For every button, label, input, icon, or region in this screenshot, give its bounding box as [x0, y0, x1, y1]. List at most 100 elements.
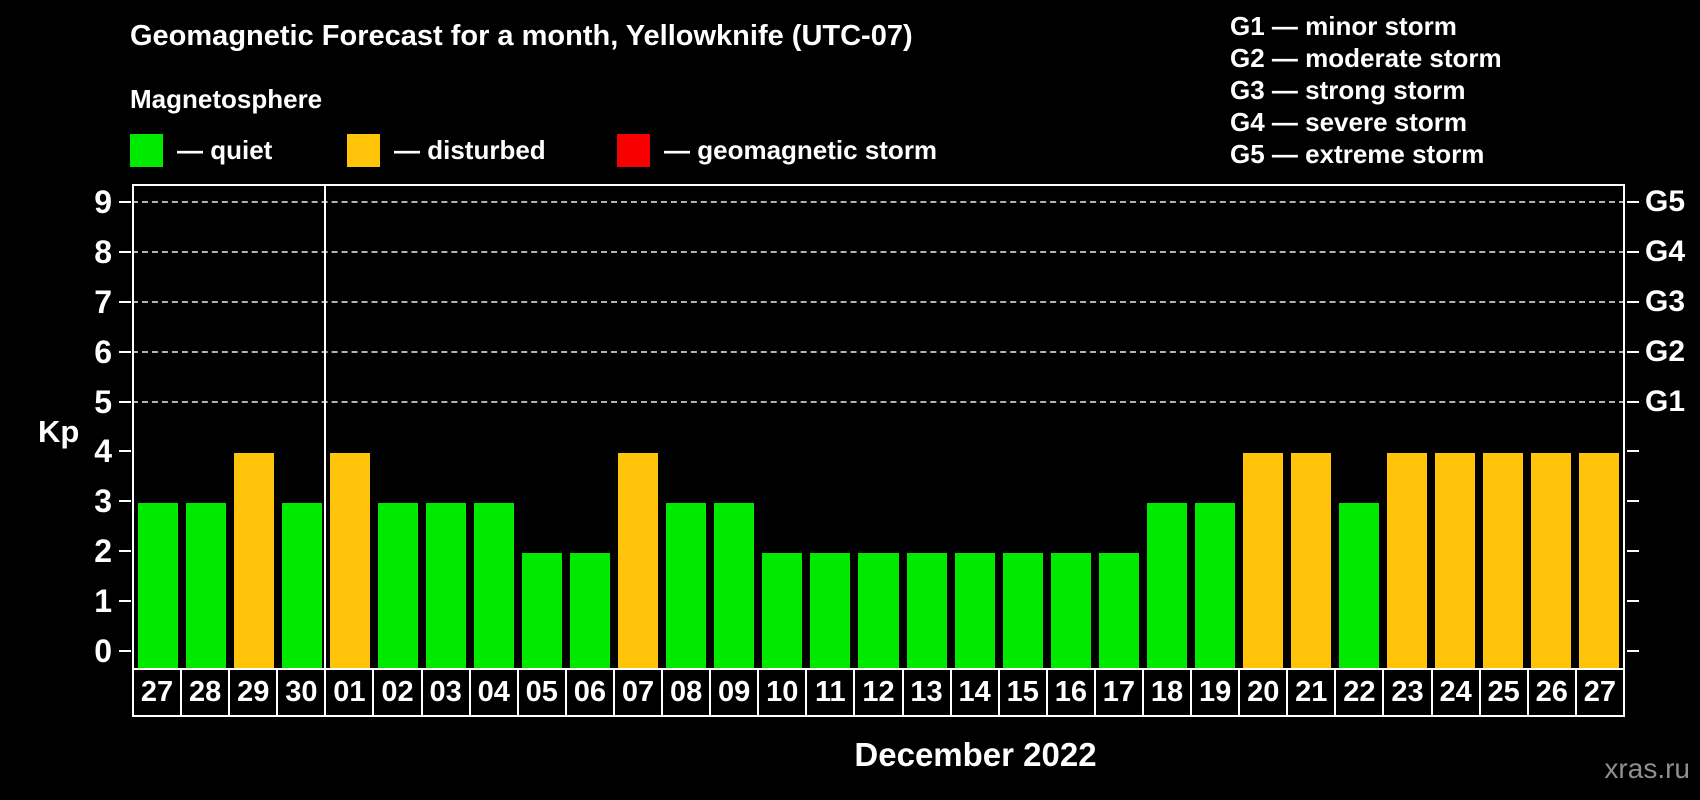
y-tick-label-7: 7: [94, 283, 112, 320]
kp-bar-day-02-value-3: [378, 503, 419, 668]
storm-color-swatch: [617, 134, 650, 167]
gridline-kp6: [132, 350, 1625, 353]
kp-bar-day-17-value-2: [1098, 553, 1139, 668]
bar-slot-26: [1527, 186, 1575, 668]
left-tick-kp4: [119, 450, 131, 453]
kp-bar-day-22-value-3: [1338, 503, 1379, 668]
kp-bar-day-07-value-4: [618, 453, 659, 668]
kp-bar-day-04-value-3: [474, 503, 515, 668]
date-cell-15: 15: [997, 668, 1048, 717]
kp-bar-day-15-value-2: [1002, 553, 1043, 668]
right-axis-label-g1: G1: [1645, 384, 1686, 418]
bar-slot-02: [374, 186, 422, 668]
right-tick-kp7: [1627, 300, 1639, 303]
date-cell-04: 04: [468, 668, 519, 717]
kp-bar-day-26-value-4: [1530, 453, 1571, 668]
kp-bar-day-21-value-4: [1290, 453, 1331, 668]
right-axis-label-g3: G3: [1645, 284, 1686, 318]
y-tick-label-8: 8: [94, 233, 112, 270]
bar-slot-24: [1431, 186, 1479, 668]
y-tick-label-0: 0: [94, 633, 112, 669]
y-tick-label-2: 2: [94, 533, 112, 570]
kp-bar-day-19-value-3: [1194, 503, 1235, 668]
date-cell-25: 25: [1478, 668, 1529, 717]
y-tick-label-9: 9: [94, 183, 112, 220]
date-cell-11: 11: [805, 668, 856, 717]
right-tick-kp9: [1627, 200, 1639, 203]
bar-slot-13: [903, 186, 951, 668]
left-tick-kp1: [119, 600, 131, 603]
bar-slot-19: [1191, 186, 1239, 668]
quiet-color-swatch: [130, 134, 163, 167]
y-tick-label-1: 1: [94, 583, 112, 620]
date-axis: 27 28 29 30 01 02 03 04 05 06 07 08 09 10 11 12 13 14 15 16…: [132, 668, 1625, 717]
g3-legend-line: G3 — strong storm: [1230, 75, 1466, 105]
kp-bar-day-12-value-2: [858, 553, 899, 668]
bar-slot-16: [1047, 186, 1095, 668]
bar-slot-11: [806, 186, 854, 668]
date-cell-10: 10: [757, 668, 808, 717]
kp-bars: [134, 186, 1623, 668]
right-axis-label-g4: G4: [1645, 234, 1686, 268]
date-cell-12: 12: [853, 668, 904, 717]
kp-bar-day-14-value-2: [954, 553, 995, 668]
y-tick-label-5: 5: [94, 383, 112, 420]
bar-slot-10: [758, 186, 806, 668]
y-tick-label-3: 3: [94, 483, 112, 520]
right-tick-kp2: [1627, 550, 1639, 553]
gridline-kp5: [132, 400, 1625, 403]
g5-legend-line: G5 — extreme storm: [1230, 139, 1485, 169]
gridline-kp9: [132, 200, 1625, 203]
y-tick-label-4: 4: [94, 433, 112, 470]
date-cell-03: 03: [420, 668, 471, 717]
kp-bar-day-20-value-4: [1242, 453, 1283, 668]
bar-slot-09: [710, 186, 758, 668]
legend-label-quiet: — quiet: [177, 135, 273, 165]
date-cell-21: 21: [1286, 668, 1337, 717]
g2-legend-line: G2 — moderate storm: [1230, 43, 1502, 73]
kp-bar-day-09-value-3: [714, 503, 755, 668]
bar-slot-18: [1143, 186, 1191, 668]
date-cell-14: 14: [949, 668, 1000, 717]
g1-legend-line: G1 — minor storm: [1230, 11, 1457, 41]
bar-slot-12: [854, 186, 902, 668]
bar-slot-15: [999, 186, 1047, 668]
g4-legend-line: G4 — severe storm: [1230, 107, 1468, 137]
date-cell-07: 07: [612, 668, 664, 717]
x-axis-month-label: December 2022: [854, 736, 1097, 773]
gridline-kp8: [132, 250, 1625, 253]
kp-bar-day-23-value-4: [1386, 453, 1427, 668]
right-axis-label-g2: G2: [1645, 334, 1686, 368]
kp-bar-day-30-value-3: [282, 503, 323, 668]
left-tick-kp9: [119, 200, 131, 203]
bar-slot-01: [326, 186, 374, 668]
plot-area: [132, 184, 1625, 668]
chart-subtitle: Magnetosphere: [130, 84, 323, 114]
kp-bar-day-10-value-2: [762, 553, 803, 668]
bar-slot-03: [422, 186, 470, 668]
kp-bar-day-16-value-2: [1050, 553, 1091, 668]
date-cell-27: 27: [1574, 668, 1625, 717]
kp-bar-day-06-value-2: [570, 553, 611, 668]
left-tick-kp2: [119, 550, 131, 553]
bar-slot-05: [518, 186, 566, 668]
kp-bar-day-27-value-3: [138, 503, 179, 668]
legend-item-storm: — geomagnetic storm: [617, 134, 937, 167]
bar-slot-29: [230, 186, 278, 668]
date-cell-09: 09: [709, 668, 760, 717]
date-cell-27: 27: [132, 668, 183, 717]
date-cell-08: 08: [661, 668, 712, 717]
date-cell-16: 16: [1045, 668, 1096, 717]
right-tick-kp0: [1627, 650, 1639, 652]
legend-label-storm: — geomagnetic storm: [664, 135, 938, 165]
kp-bar-day-18-value-3: [1146, 503, 1187, 668]
bar-slot-04: [470, 186, 518, 668]
kp-bar-day-28-value-3: [186, 503, 227, 668]
kp-bar-day-11-value-2: [810, 553, 851, 668]
date-cell-06: 06: [564, 668, 615, 717]
g-scale-legend: G1 — minor storm G2 — moderate storm G3 …: [1230, 10, 1502, 170]
kp-bar-day-27-value-4: [1578, 453, 1619, 668]
bar-slot-21: [1287, 186, 1335, 668]
left-tick-kp0: [119, 650, 131, 652]
date-cell-30: 30: [276, 668, 327, 717]
